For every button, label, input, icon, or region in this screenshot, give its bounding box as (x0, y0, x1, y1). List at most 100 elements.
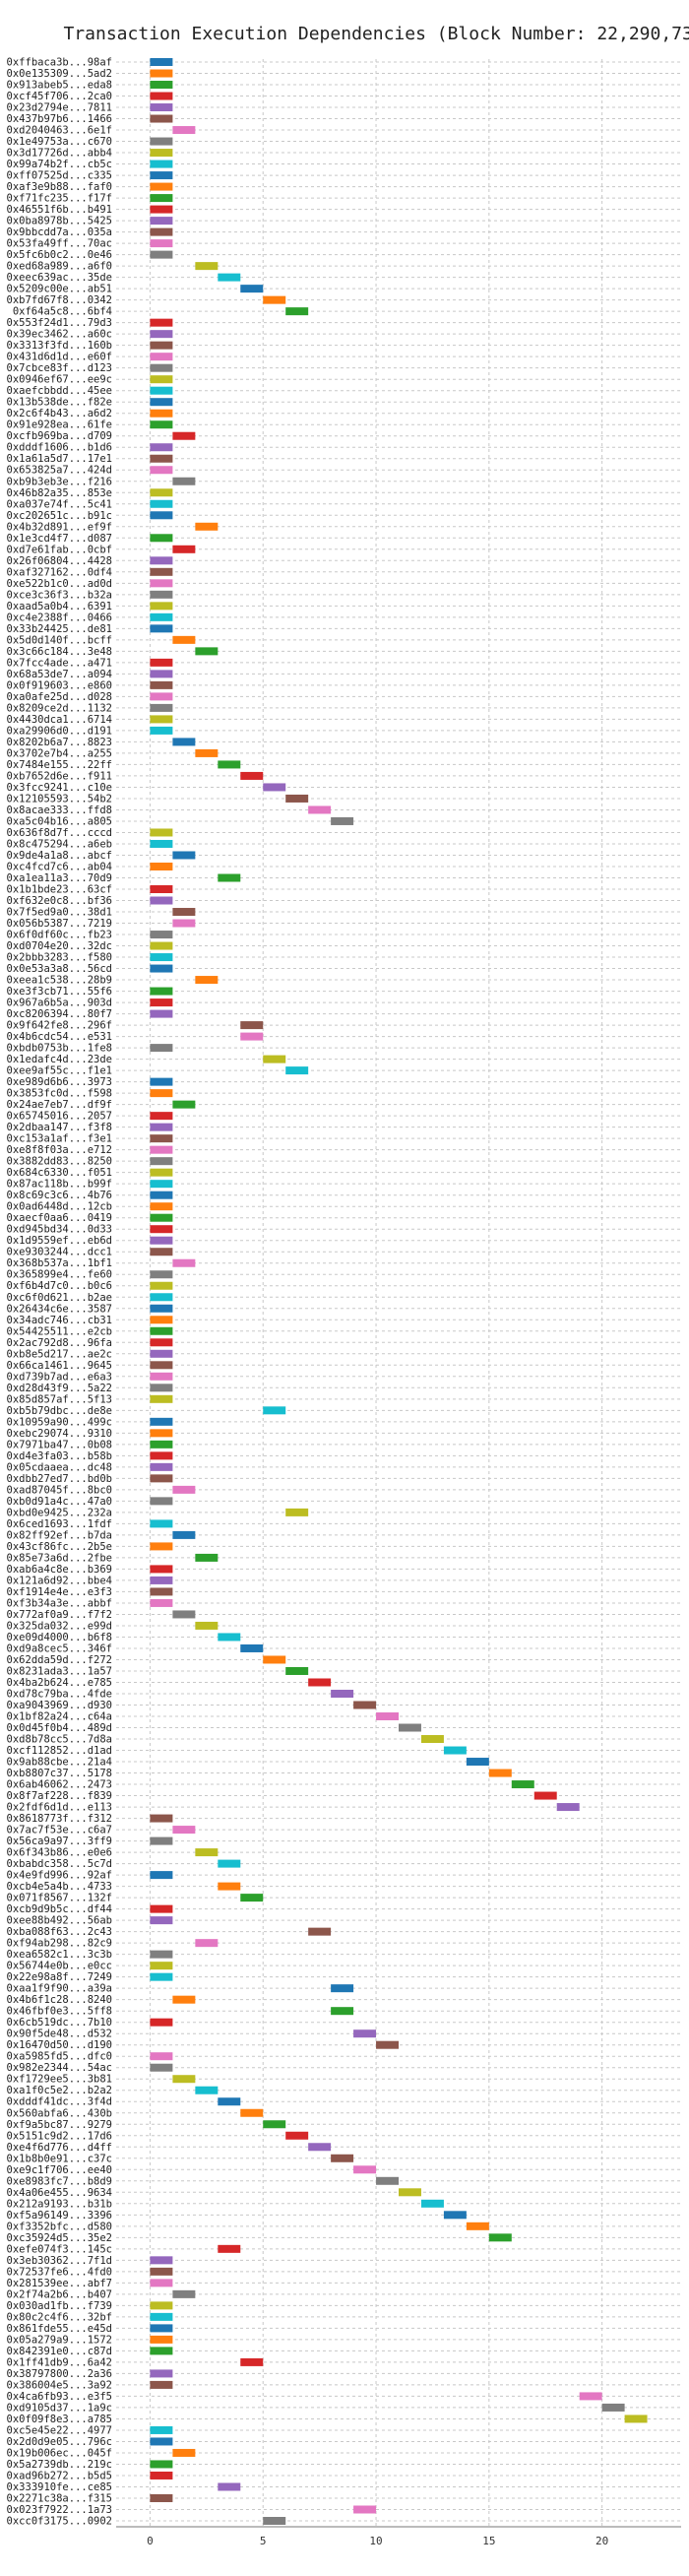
transaction-bar (150, 2335, 173, 2344)
transaction-bar (150, 217, 173, 225)
y-tick-label: 0x2bbb3283...f580 (7, 952, 112, 964)
transaction-bar (150, 534, 173, 543)
transaction-bar (285, 307, 309, 316)
transaction-bar (150, 2493, 173, 2502)
transaction-bar (150, 454, 173, 463)
transaction-bar (150, 363, 173, 372)
transaction-bar (150, 1112, 173, 1121)
y-tick-label: 0x967a6b5a...903d (7, 998, 112, 1009)
y-tick-label: 0x772af0a9...f7f2 (7, 1609, 112, 1621)
y-tick-label: 0x4a06e455...9634 (7, 2187, 112, 2199)
y-tick-label: 0x653825a7...424d (7, 465, 112, 477)
transaction-bar (150, 160, 173, 168)
y-tick-label: 0x3fcc9241...c10e (7, 782, 112, 794)
y-tick-label: 0x842391e0...c87d (7, 2346, 112, 2357)
transaction-bar (150, 1168, 173, 1177)
y-tick-label: 0x2dbaa147...f3f8 (7, 1122, 112, 1133)
y-tick-label: 0xffbaca3b...98af (7, 57, 112, 69)
y-tick-label: 0x5a2739db...219c (7, 2459, 112, 2471)
transaction-bar (150, 1123, 173, 1131)
y-tick-label: 0x85d857af...5f13 (7, 1393, 112, 1405)
y-tick-label: 0xcb9d9b5c...df44 (7, 1903, 112, 1915)
y-tick-label: 0xd739b7ad...e6a3 (7, 1371, 112, 1383)
y-tick-label: 0x4ba2b624...e785 (7, 1677, 112, 1689)
transaction-bar (150, 602, 173, 611)
x-tick-label: 10 (369, 2535, 382, 2547)
transaction-bar (150, 2380, 173, 2389)
y-tick-label: 0x43cf86fc...2b5e (7, 1541, 112, 1553)
transaction-bar (624, 2415, 648, 2423)
transaction-bar (240, 1894, 264, 1902)
y-tick-label: 0x368b537a...1bf1 (7, 1257, 112, 1269)
transaction-bar (218, 2244, 241, 2253)
y-tick-label: 0xf6b4d7c0...b0c6 (7, 1280, 112, 1292)
chart-title: Transaction Execution Dependencies (Bloc… (63, 24, 689, 44)
y-tick-label: 0x3882dd83...8250 (7, 1156, 112, 1168)
y-tick-label: 0xb8807c37...5178 (7, 1768, 112, 1779)
transaction-bar (150, 2267, 173, 2276)
y-tick-label: 0xa0afe25d...d028 (7, 691, 112, 703)
transaction-bar (331, 1689, 354, 1698)
y-tick-label: 0xcc0f3175...0902 (7, 2516, 112, 2528)
transaction-bar (150, 1394, 173, 1403)
y-tick-label: 0x3c66c184...3e48 (7, 646, 112, 658)
transaction-bar (579, 2392, 602, 2401)
y-tick-label: 0x7fcc4ade...a471 (7, 657, 112, 669)
y-tick-label: 0x87ac118b...b99f (7, 1179, 112, 1191)
transaction-bar (172, 1530, 196, 1539)
y-tick-label: 0xe989d6b6...3973 (7, 1076, 112, 1088)
transaction-bar (353, 2505, 377, 2514)
transaction-bar (150, 964, 173, 973)
transaction-bar (150, 2063, 173, 2072)
transaction-bar (195, 1848, 219, 1857)
transaction-bar (218, 873, 241, 882)
transaction-bar (150, 1962, 173, 1970)
transaction-bar (150, 1916, 173, 1925)
y-tick-label: 0x431d6d1d...e60f (7, 352, 112, 363)
transaction-bar (420, 1735, 444, 1744)
transaction-bar (420, 2199, 444, 2208)
transaction-bar (443, 1746, 467, 1755)
y-tick-label: 0x3313f3fd...160b (7, 340, 112, 352)
transaction-bar (285, 2131, 309, 2140)
y-tick-label: 0x2ac792d8...96fa (7, 1337, 112, 1349)
transaction-bar (150, 953, 173, 962)
y-tick-label: 0xefe074f3...145c (7, 2243, 112, 2255)
y-tick-label: 0x65745016...2057 (7, 1111, 112, 1123)
y-tick-label: 0xeea1c538...28b9 (7, 975, 112, 987)
transaction-bar (150, 1871, 173, 1880)
transaction-bar (150, 612, 173, 621)
transaction-bar (150, 941, 173, 950)
y-tick-label: 0x2c6f4b43...a6d2 (7, 408, 112, 419)
y-tick-label: 0x913abeb5...eda8 (7, 80, 112, 92)
transaction-bar (150, 2312, 173, 2321)
transaction-bar (150, 726, 173, 735)
transaction-bar (150, 398, 173, 407)
y-tick-label: 0x7484e155...22ff (7, 759, 112, 771)
y-tick-label: 0xeec639ac...35de (7, 272, 112, 284)
y-tick-label: 0x1e49753a...c670 (7, 136, 112, 148)
transaction-bar (150, 998, 173, 1007)
y-tick-label: 0x325da032...e99d (7, 1620, 112, 1632)
y-tick-label: 0x071f8567...132f (7, 1893, 112, 1904)
transaction-bar (150, 341, 173, 350)
transaction-bar (150, 1134, 173, 1143)
y-tick-label: 0xd4e3fa03...b58b (7, 1450, 112, 1462)
y-tick-label: 0x1bf82a24...c64a (7, 1711, 112, 1723)
y-tick-label: 0xaf327162...0df4 (7, 566, 112, 578)
y-tick-label: 0xed68a989...a6f0 (7, 261, 112, 273)
transaction-bar (150, 466, 173, 475)
y-tick-label: 0x437b97b6...1466 (7, 113, 112, 125)
transaction-bar (195, 1939, 219, 1948)
y-tick-label: 0xc202651c...b91c (7, 510, 112, 522)
y-tick-label: 0x7971ba47...0b08 (7, 1439, 112, 1450)
transaction-bar (150, 2324, 173, 2333)
transaction-bar (218, 1633, 241, 1642)
y-tick-label: 0xf94ab298...82c9 (7, 1938, 112, 1950)
transaction-bar (218, 1882, 241, 1891)
transaction-bar (150, 2301, 173, 2310)
y-tick-label: 0x1b1bde23...63cf (7, 884, 112, 896)
y-tick-label: 0x9de4a1a8...abcf (7, 850, 112, 862)
y-tick-label: 0xf1729ee5...3b81 (7, 2074, 112, 2086)
y-tick-label: 0xb7652d6e...f911 (7, 770, 112, 782)
